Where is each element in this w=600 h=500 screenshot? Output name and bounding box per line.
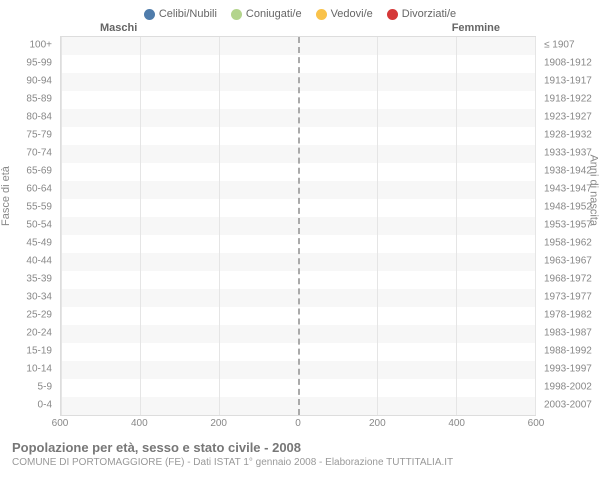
age-label: 0-4 [38, 400, 52, 411]
legend-swatch [316, 9, 327, 20]
birth-year-label: 1938-1942 [544, 166, 592, 177]
plot-area [60, 36, 536, 416]
birth-year-label: 1933-1937 [544, 148, 592, 159]
legend-swatch [144, 9, 155, 20]
legend-swatch [231, 9, 242, 20]
age-label: 40-44 [26, 256, 52, 267]
chart-subtitle: COMUNE DI PORTOMAGGIORE (FE) - Dati ISTA… [12, 457, 588, 468]
birth-year-label: 1908-1912 [544, 58, 592, 69]
birth-year-label: 1948-1952 [544, 202, 592, 213]
x-tick: 400 [448, 418, 465, 429]
age-label: 75-79 [26, 130, 52, 141]
birth-year-label: 1973-1977 [544, 292, 592, 303]
age-label: 85-89 [26, 94, 52, 105]
center-axis [298, 37, 300, 415]
birth-year-label: 1918-1922 [544, 94, 592, 105]
birth-year-label: 1953-1957 [544, 220, 592, 231]
y-axis-right-title: Anni di nascita [588, 154, 600, 226]
male-title: Maschi [100, 22, 137, 34]
side-titles: Maschi Femmine [0, 22, 600, 34]
legend-swatch [387, 9, 398, 20]
age-label: 80-84 [26, 112, 52, 123]
age-label: 30-34 [26, 292, 52, 303]
birth-year-label: ≤ 1907 [544, 40, 575, 51]
birth-year-label: 2003-2007 [544, 400, 592, 411]
birth-year-label: 1983-1987 [544, 328, 592, 339]
legend-label: Coniugati/e [246, 8, 302, 20]
legend-item: Coniugati/e [231, 8, 302, 20]
x-tick: 600 [528, 418, 545, 429]
legend-label: Celibi/Nubili [159, 8, 217, 20]
x-axis: 6004002000200400600 [60, 416, 536, 432]
legend-label: Vedovi/e [331, 8, 373, 20]
gridline [535, 37, 536, 415]
legend-item: Divorziati/e [387, 8, 456, 20]
birth-year-label: 1913-1917 [544, 76, 592, 87]
legend-label: Divorziati/e [402, 8, 456, 20]
legend: Celibi/Nubili Coniugati/e Vedovi/e Divorzia… [0, 0, 600, 22]
age-label: 10-14 [26, 364, 52, 375]
age-label: 35-39 [26, 274, 52, 285]
chart-footer: Popolazione per età, sesso e stato civil… [0, 432, 600, 468]
age-label: 5-9 [38, 382, 52, 393]
age-label: 60-64 [26, 184, 52, 195]
birth-year-label: 1968-1972 [544, 274, 592, 285]
x-tick: 200 [369, 418, 386, 429]
x-tick: 600 [52, 418, 69, 429]
age-label: 25-29 [26, 310, 52, 321]
birth-year-label: 1988-1992 [544, 346, 592, 357]
x-tick: 200 [210, 418, 227, 429]
age-label: 65-69 [26, 166, 52, 177]
age-label: 70-74 [26, 148, 52, 159]
age-label: 15-19 [26, 346, 52, 357]
age-label: 50-54 [26, 220, 52, 231]
age-label: 95-99 [26, 58, 52, 69]
female-title: Femmine [452, 22, 500, 34]
legend-item: Celibi/Nubili [144, 8, 217, 20]
x-tick: 400 [131, 418, 148, 429]
age-label: 45-49 [26, 238, 52, 249]
y-axis-left-title: Fasce di età [0, 166, 12, 226]
chart-title: Popolazione per età, sesso e stato civil… [12, 440, 588, 455]
birth-year-label: 1928-1932 [544, 130, 592, 141]
birth-year-label: 1963-1967 [544, 256, 592, 267]
population-pyramid-chart: Celibi/Nubili Coniugati/e Vedovi/e Divorzia… [0, 0, 600, 500]
age-label: 90-94 [26, 76, 52, 87]
birth-year-label: 1998-2002 [544, 382, 592, 393]
birth-year-label: 1923-1927 [544, 112, 592, 123]
birth-year-label: 1978-1982 [544, 310, 592, 321]
age-label: 100+ [29, 40, 52, 51]
age-label: 20-24 [26, 328, 52, 339]
birth-year-label: 1958-1962 [544, 238, 592, 249]
birth-year-label: 1993-1997 [544, 364, 592, 375]
age-label: 55-59 [26, 202, 52, 213]
birth-year-label: 1943-1947 [544, 184, 592, 195]
x-tick: 0 [295, 418, 301, 429]
legend-item: Vedovi/e [316, 8, 373, 20]
